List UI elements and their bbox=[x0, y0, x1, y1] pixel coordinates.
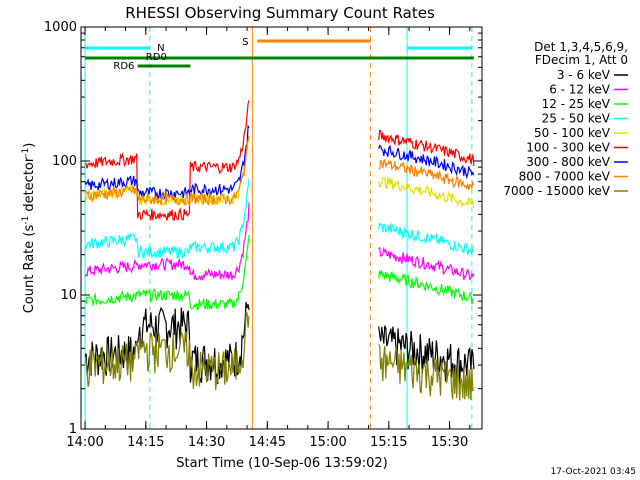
plot-frame bbox=[80, 26, 483, 430]
series-line-post bbox=[378, 144, 475, 180]
legend-header-line-2: FDecim 1, Att 0 bbox=[535, 53, 628, 67]
series-line-pre bbox=[84, 301, 250, 385]
legend-header-line-1: Det 1,3,4,5,6,9, bbox=[534, 40, 628, 54]
series-line-post bbox=[378, 344, 475, 401]
series-line-post bbox=[378, 129, 475, 167]
series-line-post bbox=[378, 325, 475, 385]
series-line-post bbox=[378, 269, 475, 305]
legend-entry-label: 25 - 50 keV bbox=[542, 112, 611, 126]
y-tick-label: 10 bbox=[60, 288, 77, 303]
chart-title: RHESSI Observing Summary Count Rates bbox=[125, 4, 435, 22]
series-line-post bbox=[378, 221, 475, 256]
x-axis: 14:00 14:15 14:30 14:45 15:00 15:15 15:30 bbox=[66, 27, 471, 450]
y-tick-label: 100 bbox=[52, 154, 77, 169]
x-tick-label: 15:15 bbox=[370, 435, 407, 450]
legend-entry-label: 6 - 12 keV bbox=[549, 83, 611, 97]
legend-entry-label: 100 - 300 keV bbox=[526, 141, 610, 155]
series-line-pre bbox=[84, 135, 250, 207]
series-layer bbox=[84, 100, 475, 401]
series-line-pre bbox=[84, 100, 250, 221]
footer-date: 17-Oct-2021 03:45 bbox=[551, 467, 636, 477]
status-bars: N S RD0 RD6 bbox=[84, 27, 474, 429]
legend-entry-label: 800 - 7000 keV bbox=[519, 170, 611, 184]
series-line-pre bbox=[84, 234, 250, 311]
y-axis-label-end: ) bbox=[22, 143, 37, 148]
legend: Det 1,3,4,5,6,9, FDecim 1, Att 0 3 - 6 k… bbox=[503, 40, 628, 198]
rd0-label: RD0 bbox=[146, 52, 167, 63]
series-line-post bbox=[378, 246, 475, 281]
legend-entry-label: 7000 - 15000 keV bbox=[503, 184, 610, 198]
x-tick-label: 15:00 bbox=[309, 435, 346, 450]
y-tick-label: 1000 bbox=[44, 20, 77, 35]
legend-entry-label: 12 - 25 keV bbox=[542, 97, 611, 111]
series-line-post bbox=[378, 158, 475, 191]
y-axis-label-mid: detector bbox=[22, 156, 37, 216]
y-axis-label-sup1: -1 bbox=[21, 216, 31, 225]
legend-entry-label: 50 - 100 keV bbox=[534, 126, 611, 140]
y-axis-label: Count Rate (s-1 detector-1) bbox=[21, 143, 37, 314]
legend-entry-label: 300 - 800 keV bbox=[526, 155, 610, 169]
rd6-label: RD6 bbox=[113, 61, 134, 72]
y-axis-label-sup2: -1 bbox=[21, 148, 31, 157]
y-tick-label: 1 bbox=[69, 422, 77, 437]
series-line-pre bbox=[84, 311, 250, 391]
x-tick-label: 14:00 bbox=[66, 435, 103, 450]
x-tick-label: 14:15 bbox=[127, 435, 164, 450]
flare-label: S bbox=[242, 37, 248, 48]
x-axis-label: Start Time (10-Sep-06 13:59:02) bbox=[176, 456, 387, 471]
legend-entry-label: 3 - 6 keV bbox=[557, 68, 611, 82]
series-line-pre bbox=[84, 202, 250, 282]
x-tick-label: 14:30 bbox=[188, 435, 225, 450]
series-line-pre bbox=[84, 178, 250, 260]
y-axis: 1 10 100 1000 bbox=[44, 20, 482, 437]
x-tick-label: 15:30 bbox=[431, 435, 468, 450]
series-line-post bbox=[378, 176, 475, 209]
x-tick-label: 14:45 bbox=[249, 435, 286, 450]
saa-label: N bbox=[157, 43, 164, 54]
y-axis-label-main: Count Rate (s bbox=[22, 225, 37, 314]
series-line-pre bbox=[84, 124, 250, 201]
